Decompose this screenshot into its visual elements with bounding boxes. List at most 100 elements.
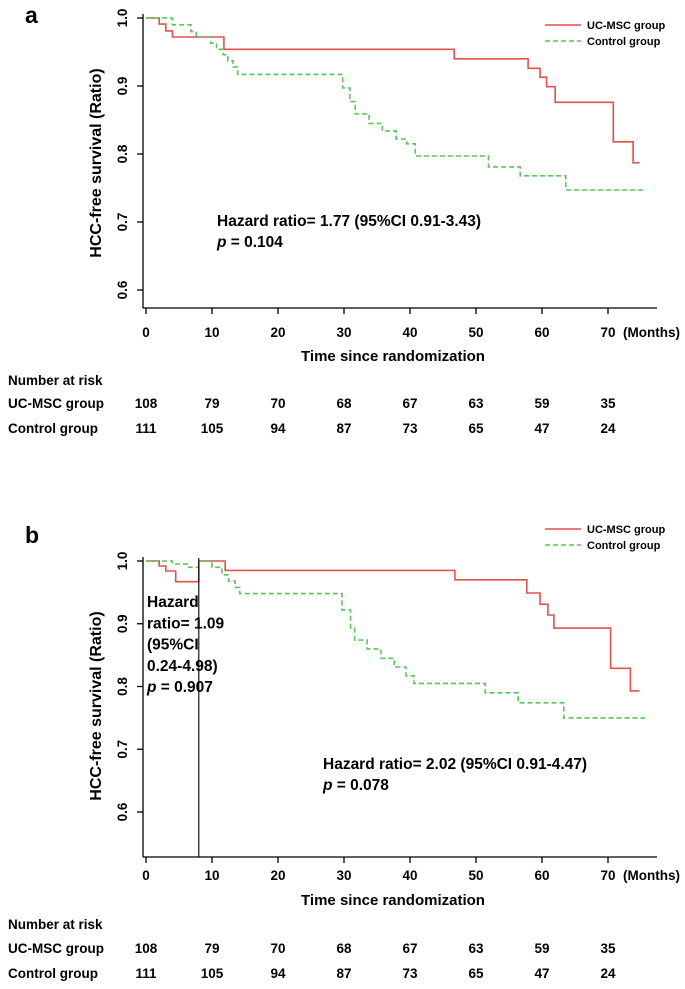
at-risk-count: 105 xyxy=(201,421,224,436)
legend-label: UC-MSC group xyxy=(587,524,665,536)
at-risk-count: 87 xyxy=(336,421,351,436)
y-tick-label: 0.6 xyxy=(115,802,130,821)
at-risk-row-label: UC-MSC group xyxy=(8,941,104,956)
number-at-risk-table: Number at risk UC-MSC group 108 79 70 68 67 63 5… xyxy=(8,373,616,436)
x-axis-title: Time since randomization xyxy=(301,348,485,365)
at-risk-count: 35 xyxy=(600,396,616,411)
x-unit-label: (Months) xyxy=(623,325,680,340)
at-risk-count: 79 xyxy=(204,941,219,956)
panel-a: 0 10 20 30 40 50 60 70 (Months) Time since random… xyxy=(8,9,680,436)
y-tick-label: 1.0 xyxy=(115,552,130,571)
at-risk-count: 24 xyxy=(600,421,616,436)
x-axis-title: Time since randomization xyxy=(301,892,485,909)
at-risk-count: 105 xyxy=(201,966,224,981)
y-tick-label: 0.7 xyxy=(115,740,130,759)
annotation-line: p = 0.907 xyxy=(146,679,213,696)
at-risk-count: 70 xyxy=(270,941,285,956)
x-tick-label: 10 xyxy=(204,325,219,340)
y-axis-title: HCC-free survival (Ratio) xyxy=(88,68,105,257)
at-risk-count: 59 xyxy=(534,941,549,956)
uc-msc-curve xyxy=(146,17,640,164)
legend: UC-MSC group Control group xyxy=(545,20,665,48)
panel-b-label: b xyxy=(25,522,40,548)
at-risk-count: 63 xyxy=(468,941,484,956)
legend-label: Control group xyxy=(587,540,661,552)
x-tick-label: 40 xyxy=(402,868,417,883)
y-tick-label: 0.9 xyxy=(115,614,130,633)
legend-label: Control group xyxy=(587,36,661,48)
at-risk-count: 63 xyxy=(468,396,484,411)
at-risk-count: 108 xyxy=(135,941,158,956)
at-risk-count: 24 xyxy=(600,966,616,981)
legend-label: UC-MSC group xyxy=(587,20,665,32)
x-tick-label: 70 xyxy=(600,325,615,340)
uc-msc-curve xyxy=(146,560,640,692)
y-tick-label: 0.8 xyxy=(115,677,130,696)
y-tick-label: 0.6 xyxy=(115,280,130,299)
annotation-line: p = 0.078 xyxy=(322,777,389,794)
x-tick-label: 20 xyxy=(270,325,285,340)
annotation-line: Hazard xyxy=(147,594,199,611)
at-risk-count: 111 xyxy=(135,421,157,436)
x-tick-label: 20 xyxy=(270,868,285,883)
at-risk-count: 65 xyxy=(468,421,484,436)
panel-a-label: a xyxy=(25,2,38,28)
x-tick-label: 60 xyxy=(534,868,549,883)
panel-b: 0 10 20 30 40 50 60 70 (Months) Time since random… xyxy=(8,524,680,981)
at-risk-count: 35 xyxy=(600,941,616,956)
at-risk-count: 73 xyxy=(402,966,418,981)
at-risk-count: 67 xyxy=(402,941,417,956)
at-risk-count: 67 xyxy=(402,396,417,411)
x-tick-label: 0 xyxy=(142,868,150,883)
x-tick-label: 50 xyxy=(468,868,483,883)
annotation-line: p = 0.104 xyxy=(216,234,283,251)
at-risk-count: 70 xyxy=(270,396,285,411)
x-tick-label: 60 xyxy=(534,325,549,340)
at-risk-row-label: Control group xyxy=(8,966,98,981)
hazard-ratio-b-early: Hazard ratio= 1.09 (95%CI 0.24-4.98) p = 0.9… xyxy=(146,594,224,696)
at-risk-row: Control group 111 105 94 87 73 65 47 24 xyxy=(8,421,616,436)
hazard-ratio-b-late: Hazard ratio= 2.02 (95%CI 0.91-4.47) p = … xyxy=(322,756,587,794)
at-risk-count: 47 xyxy=(534,966,549,981)
control-curve xyxy=(146,17,645,191)
annotation-line: ratio= 1.09 xyxy=(147,615,224,632)
x-tick-label: 30 xyxy=(336,325,351,340)
at-risk-count: 94 xyxy=(270,421,286,436)
x-tick-label: 30 xyxy=(336,868,351,883)
legend: UC-MSC group Control group xyxy=(545,524,665,552)
at-risk-count: 94 xyxy=(270,966,286,981)
at-risk-row: Control group 111 105 94 87 73 65 47 24 xyxy=(8,966,616,981)
at-risk-row: UC-MSC group 108 79 70 68 67 63 59 35 xyxy=(8,941,616,956)
annotation-line: Hazard ratio= 1.77 (95%CI 0.91-3.43) xyxy=(217,213,481,230)
x-tick-label: 70 xyxy=(600,868,615,883)
y-tick-label: 0.9 xyxy=(115,77,130,96)
y-tick-label: 0.7 xyxy=(115,213,130,232)
at-risk-count: 79 xyxy=(204,396,219,411)
number-at-risk-title: Number at risk xyxy=(8,373,103,388)
number-at-risk-title: Number at risk xyxy=(8,917,103,932)
hazard-ratio-a: Hazard ratio= 1.77 (95%CI 0.91-3.43) p = … xyxy=(216,213,481,251)
x-tick-label: 40 xyxy=(402,325,417,340)
number-at-risk-table: Number at risk UC-MSC group 108 79 70 68 67 63 5… xyxy=(8,917,616,981)
at-risk-count: 59 xyxy=(534,396,549,411)
at-risk-count: 68 xyxy=(336,941,352,956)
at-risk-row-label: UC-MSC group xyxy=(8,396,104,411)
annotation-line: (95%CI xyxy=(147,637,199,654)
control-curve xyxy=(146,560,645,719)
at-risk-row: UC-MSC group 108 79 70 68 67 63 59 35 xyxy=(8,396,616,411)
x-unit-label: (Months) xyxy=(623,868,680,883)
y-tick-label: 1.0 xyxy=(115,9,130,28)
at-risk-row-label: Control group xyxy=(8,421,98,436)
at-risk-count: 47 xyxy=(534,421,549,436)
at-risk-count: 68 xyxy=(336,396,352,411)
at-risk-count: 65 xyxy=(468,966,484,981)
annotation-line: 0.24-4.98) xyxy=(147,658,218,675)
at-risk-count: 108 xyxy=(135,396,158,411)
x-tick-label: 50 xyxy=(468,325,483,340)
x-tick-label: 10 xyxy=(204,868,219,883)
y-axis-title: HCC-free survival (Ratio) xyxy=(88,611,105,800)
y-tick-label: 0.8 xyxy=(115,144,130,163)
annotation-line: Hazard ratio= 2.02 (95%CI 0.91-4.47) xyxy=(323,756,587,773)
